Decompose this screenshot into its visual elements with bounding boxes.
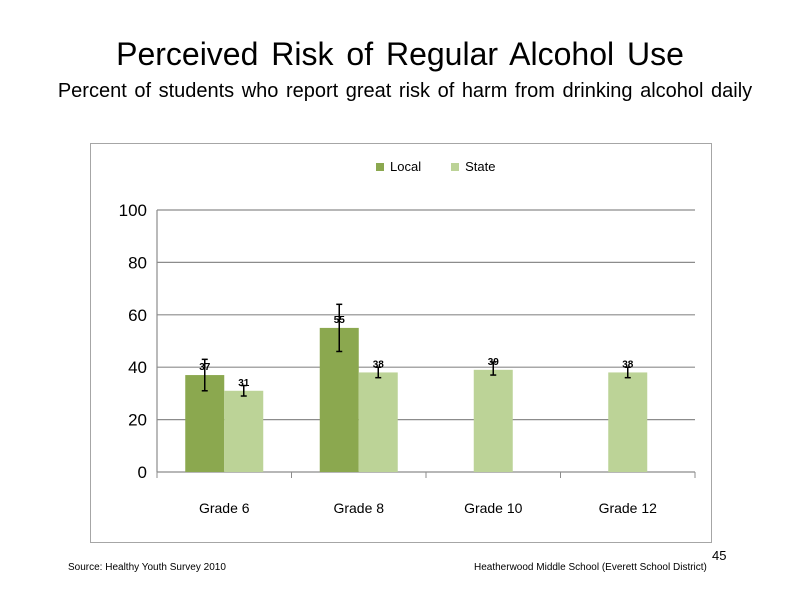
data-label: 55: [334, 315, 346, 326]
legend-swatch-state: [451, 162, 460, 171]
x-tick-label: Grade 12: [599, 500, 658, 516]
legend-item-local: Local: [376, 159, 421, 174]
data-label: 38: [622, 359, 634, 370]
data-label: 38: [373, 359, 385, 370]
x-tick-label: Grade 8: [333, 500, 384, 516]
legend-label-state: State: [465, 159, 496, 174]
y-tick-label: 40: [128, 358, 147, 377]
chart-legend: Local State: [376, 159, 495, 174]
bar-state: [608, 372, 648, 472]
legend-swatch-local: [376, 162, 384, 171]
bar-state: [224, 390, 264, 472]
y-tick-label: 0: [138, 463, 147, 482]
bar-state: [473, 369, 513, 472]
y-tick-label: 60: [128, 306, 147, 325]
data-label: 39: [488, 357, 500, 368]
slide-subtitle: Percent of students who report great ris…: [57, 80, 753, 102]
y-tick-label: 80: [128, 253, 147, 272]
school-note: Heatherwood Middle School (Everett Schoo…: [474, 562, 707, 573]
data-label: 37: [199, 362, 211, 373]
slide-title: Perceived Risk of Regular Alcohol Use: [116, 36, 684, 72]
data-label: 31: [238, 378, 250, 389]
page-number: 45: [712, 548, 727, 563]
y-tick-label: 100: [119, 201, 147, 220]
legend-item-state: State: [451, 159, 495, 174]
x-tick-label: Grade 6: [199, 500, 250, 516]
source-note: Source: Healthy Youth Survey 2010: [68, 562, 226, 573]
legend-label-local: Local: [390, 159, 422, 174]
y-tick-label: 20: [128, 411, 147, 430]
x-tick-label: Grade 10: [464, 500, 523, 516]
bar-state: [358, 372, 398, 472]
